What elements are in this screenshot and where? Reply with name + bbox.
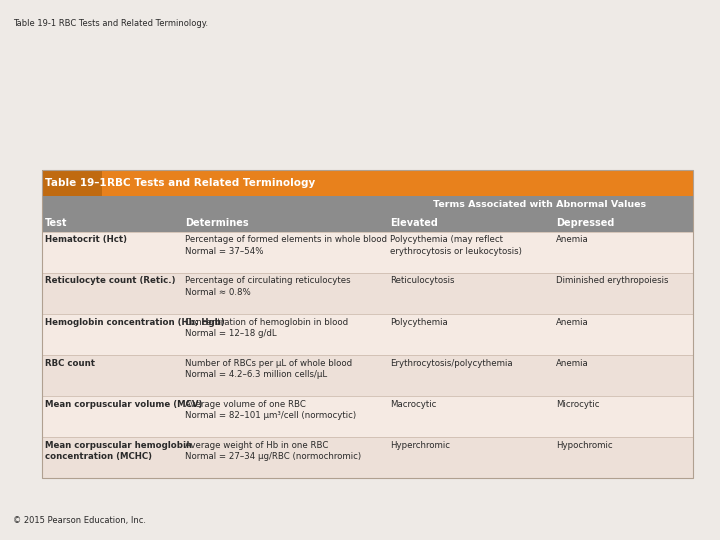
Text: Hyperchromic: Hyperchromic — [390, 441, 450, 450]
Text: © 2015 Pearson Education, Inc.: © 2015 Pearson Education, Inc. — [13, 516, 146, 525]
Text: Diminished erythropoiesis: Diminished erythropoiesis — [557, 276, 669, 286]
Text: Polycythemia (may reflect
erythrocytosis or leukocytosis): Polycythemia (may reflect erythrocytosis… — [390, 235, 522, 255]
Text: Table 19-1 RBC Tests and Related Terminology.: Table 19-1 RBC Tests and Related Termino… — [13, 19, 208, 28]
Text: Macrocytic: Macrocytic — [390, 400, 437, 409]
Text: Concentration of hemoglobin in blood
Normal = 12–18 g/dL: Concentration of hemoglobin in blood Nor… — [185, 318, 348, 338]
Text: Anemia: Anemia — [557, 235, 589, 245]
Text: Percentage of formed elements in whole blood
Normal = 37–54%: Percentage of formed elements in whole b… — [185, 235, 387, 255]
Text: Test: Test — [45, 218, 68, 228]
Text: Hematocrit (Hct): Hematocrit (Hct) — [45, 235, 127, 245]
Text: Elevated: Elevated — [390, 218, 438, 228]
Text: Mean corpuscular volume (MCV): Mean corpuscular volume (MCV) — [45, 400, 203, 409]
Text: Microcytic: Microcytic — [557, 400, 600, 409]
Text: Anemia: Anemia — [557, 359, 589, 368]
Text: Average weight of Hb in one RBC
Normal = 27–34 μg/RBC (normochromic): Average weight of Hb in one RBC Normal =… — [185, 441, 361, 461]
Text: Erythrocytosis/polycythemia: Erythrocytosis/polycythemia — [390, 359, 513, 368]
Text: Depressed: Depressed — [557, 218, 615, 228]
Text: RBC count: RBC count — [45, 359, 95, 368]
Text: Hemoglobin concentration (Hb; Hgb): Hemoglobin concentration (Hb; Hgb) — [45, 318, 225, 327]
Text: Number of RBCs per μL of whole blood
Normal = 4.2–6.3 million cells/μL: Number of RBCs per μL of whole blood Nor… — [185, 359, 352, 379]
Text: Percentage of circulating reticulocytes
Normal ≈ 0.8%: Percentage of circulating reticulocytes … — [185, 276, 351, 296]
Text: Reticulocytosis: Reticulocytosis — [390, 276, 455, 286]
Text: Mean corpuscular hemoglobin
concentration (MCHC): Mean corpuscular hemoglobin concentratio… — [45, 441, 192, 461]
Text: Hypochromic: Hypochromic — [557, 441, 613, 450]
Text: Reticulocyte count (Retic.): Reticulocyte count (Retic.) — [45, 276, 176, 286]
Text: Polycythemia: Polycythemia — [390, 318, 448, 327]
Text: RBC Tests and Related Terminology: RBC Tests and Related Terminology — [107, 178, 315, 188]
Text: Anemia: Anemia — [557, 318, 589, 327]
Text: Terms Associated with Abnormal Values: Terms Associated with Abnormal Values — [433, 200, 647, 210]
Text: Table 19–1: Table 19–1 — [45, 178, 107, 188]
Text: Determines: Determines — [185, 218, 249, 228]
Text: Average volume of one RBC
Normal = 82–101 μm³/cell (normocytic): Average volume of one RBC Normal = 82–10… — [185, 400, 356, 420]
